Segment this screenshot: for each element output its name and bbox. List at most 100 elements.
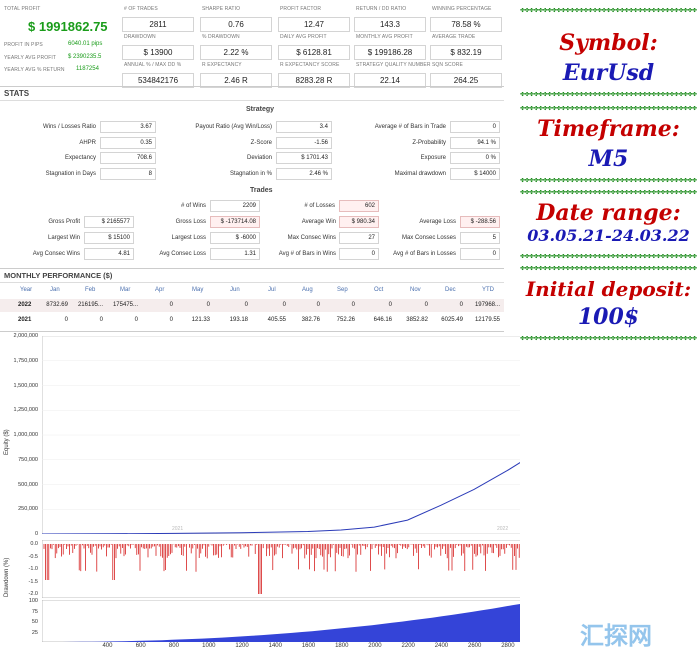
- strategy-stat: Z-Score -1.56: [0, 136, 520, 149]
- year-label: 2022: [497, 526, 508, 532]
- trade-stat-value: 5: [460, 232, 500, 244]
- summary-card-value: 2.22 %: [200, 45, 272, 60]
- monthly-cell: 0: [388, 302, 392, 308]
- monthly-cell: 382.76: [301, 317, 320, 323]
- trade-stat: Avg Consec Wins 4.81: [0, 248, 520, 260]
- trade-stat-value: $ -6000: [210, 232, 260, 244]
- strategy-stat-value: 0 %: [450, 152, 500, 164]
- exposure-y-tick: 50: [31, 619, 38, 625]
- drawdown-chart: [42, 540, 520, 598]
- monthly-cell: 175475...: [112, 302, 138, 308]
- trade-stat-label: Average Loss: [419, 219, 456, 225]
- strategy-stat-label: Payout Ratio (Avg Win/Loss): [195, 124, 272, 130]
- summary-card-value: 0.76: [200, 17, 272, 32]
- monthly-row-highlight: [0, 299, 504, 312]
- trade-stat-label: Gross Profit: [48, 219, 80, 225]
- month-header: Sep: [337, 287, 348, 293]
- drawdown-frame: [42, 540, 520, 598]
- losses-value: 602: [339, 200, 379, 212]
- summary-card-label: STRATEGY QUALITY NUMBER: [356, 62, 431, 68]
- exposure-y-tick: 100: [28, 598, 38, 604]
- date-range-value: 03.05.21-24.03.22: [527, 226, 690, 245]
- summary-card-value: $ 199186.28: [354, 45, 426, 60]
- green-divider: ✤✤✤✤✤✤✤✤✤✤✤✤✤✤✤✤✤✤✤✤✤✤✤✤✤✤✤✤✤✤✤✤✤✤✤✤✤✤✤✤: [520, 92, 697, 98]
- x-tick: 2800: [501, 643, 515, 649]
- strategy-stat-label: Expectancy: [64, 155, 96, 161]
- x-tick: 2400: [434, 643, 449, 649]
- monthly-performance-title: MONTHLY PERFORMANCE ($): [4, 271, 113, 280]
- strategy-stat: Maximal drawdown $ 14000: [0, 167, 520, 180]
- summary-card-value: 143.3: [354, 17, 426, 32]
- monthly-cell: 0: [459, 302, 463, 308]
- trade-stat: Largest Loss $ -6000: [0, 232, 520, 244]
- trade-stat-value: $ 15100: [84, 232, 134, 244]
- watermark-logo: 汇探网: [580, 622, 652, 650]
- x-tick: 2000: [368, 643, 382, 649]
- summary-card-value: 12.47: [278, 17, 350, 32]
- summary-card-value: 2811: [122, 17, 194, 32]
- monthly-cell: 646.16: [373, 317, 392, 323]
- trade-stat-label: Max Consec Wins: [287, 235, 336, 241]
- strategy-stat: Deviation $ 1701.43: [0, 152, 520, 164]
- trade-stat-label: Largest Win: [47, 235, 80, 241]
- summary-card-value: $ 832.19: [430, 45, 502, 60]
- strategy-stat-value: 2.46 %: [276, 167, 332, 180]
- month-header: Oct: [374, 287, 384, 293]
- strategy-stat-value: 94.1 %: [450, 136, 500, 149]
- strategy-section-title: Strategy: [246, 106, 275, 113]
- trade-stat-value: $ 980.34: [339, 216, 379, 228]
- drawdown-y-tick: -0.5: [28, 553, 38, 560]
- trade-stat: Gross Profit $ 2165577: [0, 216, 520, 228]
- monthly-cell: 6025.49: [441, 317, 463, 323]
- monthly-cell: 0: [424, 302, 428, 308]
- losses-label: # of Losses: [304, 203, 335, 209]
- summary-card-label: MONTHLY AVG PROFIT: [356, 34, 413, 40]
- yearly-avg-return-value: 1187254: [76, 66, 99, 72]
- symbol-label: Symbol:: [559, 30, 658, 56]
- summary-card-label: DRAWDOWN: [124, 34, 156, 40]
- exposure-y-tick: 75: [31, 608, 38, 615]
- strategy-stat-label: AHPR: [79, 139, 96, 146]
- drawdown-y-tick: -1.5: [28, 578, 38, 585]
- trades-section-title: Trades: [250, 187, 273, 194]
- month-header: Feb: [85, 287, 96, 293]
- green-divider: ✤✤✤✤✤✤✤✤✤✤✤✤✤✤✤✤✤✤✤✤✤✤✤✤✤✤✤✤✤✤✤✤✤✤✤✤✤✤✤✤: [520, 106, 697, 112]
- initial-deposit-value: 100$: [577, 304, 640, 330]
- total-profit-value: $ 1991862.75: [28, 19, 108, 34]
- trade-stat-label: Average Win: [301, 219, 336, 225]
- monthly-cell: 0: [351, 302, 355, 308]
- strategy-stat-label: Wins / Losses Ratio: [42, 124, 96, 130]
- trade-stat: Avg # of Bars in Wins 0: [0, 248, 520, 260]
- x-tick: 1600: [301, 643, 316, 649]
- green-divider: ✤✤✤✤✤✤✤✤✤✤✤✤✤✤✤✤✤✤✤✤✤✤✤✤✤✤✤✤✤✤✤✤✤✤✤✤✤✤✤✤: [520, 178, 697, 184]
- monthly-cell: 752.26: [336, 317, 355, 323]
- month-header: YTD: [482, 287, 494, 293]
- caption-panel: ✤✤✤✤✤✤✤✤✤✤✤✤✤✤✤✤✤✤✤✤✤✤✤✤✤✤✤✤✤✤✤✤✤✤✤✤✤✤✤✤…: [520, 0, 697, 660]
- yearly-avg-profit-value: $ 2390235.5: [68, 54, 102, 60]
- strategy-stat: Exposure 0 %: [0, 152, 520, 164]
- trade-stat-value: 0: [339, 248, 379, 260]
- summary-card-label: WINNING PERCENTAGE: [432, 6, 492, 12]
- month-header: Jul: [268, 287, 276, 293]
- initial-deposit-label: Initial deposit:: [525, 277, 692, 301]
- exposure-area: [42, 603, 520, 642]
- x-tick: 1800: [335, 643, 349, 649]
- strategy-stat-value: -1.56: [276, 136, 332, 149]
- x-tick: 1000: [202, 643, 216, 649]
- summary-card-label: R EXPECTANCY SCORE: [280, 62, 340, 68]
- summary-card-label: ANNUAL % / MAX DD %: [124, 62, 182, 68]
- trade-stat-value: 1.31: [210, 248, 260, 260]
- trade-stat-value: 27: [339, 232, 379, 244]
- strategy-stat-label: Maximal drawdown: [394, 170, 446, 177]
- exposure-chart: [42, 600, 520, 642]
- strategy-stat-label: Stagnation in Days: [45, 170, 96, 177]
- x-tick: 800: [168, 643, 179, 649]
- exposure-y-tick: 25: [31, 629, 38, 636]
- strategy-stat-label: Stagnation in %: [229, 170, 272, 177]
- strategy-stat-value: $ 1701.43: [276, 152, 332, 164]
- drawdown-y-tick: -2.0: [28, 591, 38, 597]
- timeframe-value: M5: [588, 146, 629, 172]
- trade-stat-label: Max Consec Losses: [401, 235, 456, 241]
- monthly-cell: 2022: [18, 302, 32, 308]
- strategy-stat: Z-Probability 94.1 %: [0, 136, 520, 149]
